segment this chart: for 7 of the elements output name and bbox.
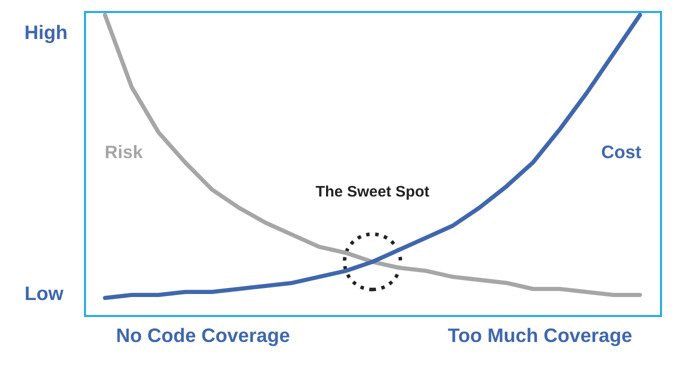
text: Low [26,286,64,300]
text: No Code Coverage [117,328,290,346]
text: Cost [602,146,642,158]
text: Too Much Coverage [448,328,632,346]
series-label: Risk [106,145,143,158]
annotation: The Sweet Spot [316,185,430,200]
text: High [26,24,66,44]
